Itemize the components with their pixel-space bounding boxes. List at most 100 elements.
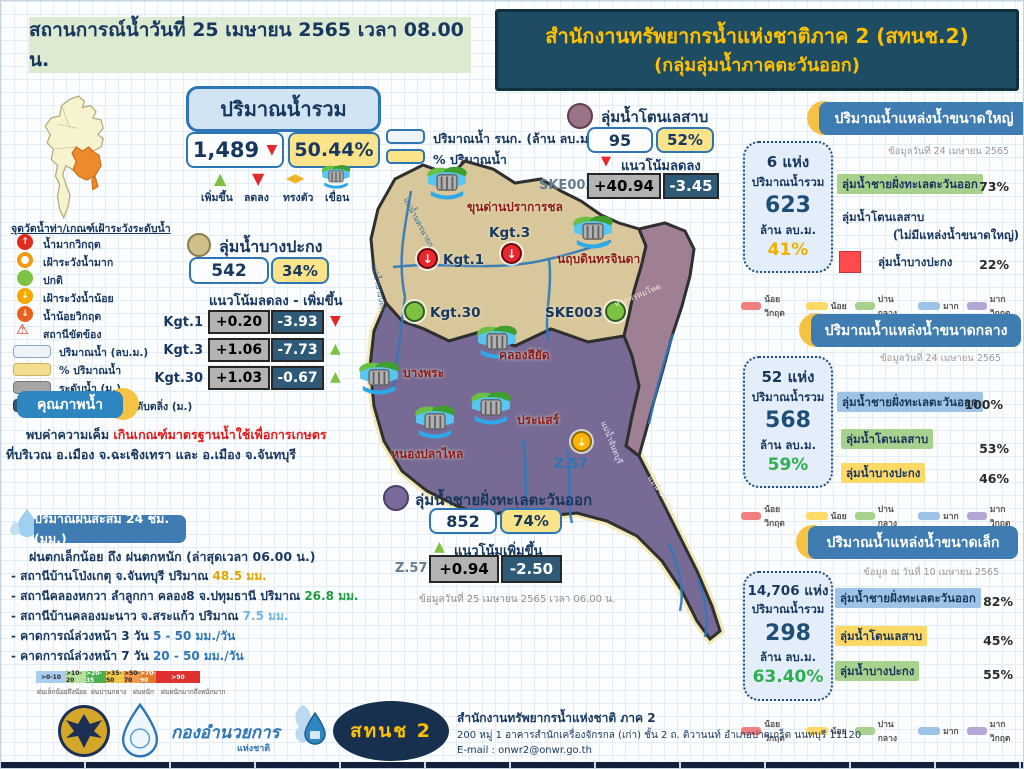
watch-low-label: เฝ้าระวังน้ำน้อย [43, 293, 114, 305]
z57-level: +0.94 [439, 560, 489, 578]
panel2-item2-value: 53% [979, 441, 1009, 456]
garuda-emblem [58, 705, 110, 757]
stable-icon: ◀▶ [286, 171, 305, 185]
rain-scale-label: ฝนหนัก [133, 688, 154, 696]
panel2-item1-value: 100% [964, 397, 1003, 412]
legend-chip: ปานกลาง [854, 717, 911, 745]
panel2-total-label: ปริมาณน้ำรวม [751, 389, 825, 404]
salinity-note-prefix: พบค่าความเค็ม [26, 427, 114, 442]
office-badge: สทนช 2 [333, 701, 449, 761]
crit-high-icon: ↑ [17, 234, 33, 250]
rain-item-text: - สถานีบ้านโป่งเกตุ จ.จันทบุรี ปริมาณ [11, 569, 213, 583]
panel1-item3-swatch [839, 251, 861, 273]
panel2-title: ปริมาณน้ำแหล่งน้ำขนาดกลาง [824, 322, 1008, 339]
dam-khlongsiyat-label: คลองสียัด [499, 348, 550, 362]
panel3-item3-value: 55% [983, 667, 1013, 682]
panel1-header: ปริมาณน้ำแหล่งน้ำขนาดใหญ่ [819, 102, 1023, 135]
tonlesap-station-code: SKE003 [539, 178, 595, 193]
panel3-item2-value: 45% [983, 633, 1013, 648]
legend-chip: มากวิกฤต [966, 717, 1023, 745]
high-swatch [918, 727, 941, 735]
crit-high-swatch [966, 302, 987, 310]
panel3-unit: ล้าน ลบ.ม. [759, 650, 817, 665]
dam-icon [413, 403, 457, 439]
bottom-ruler-bar [1, 762, 1023, 768]
normal-icon [17, 270, 33, 286]
crit-low-swatch [741, 302, 762, 310]
rain-scale-segment: >0-10 [36, 671, 66, 683]
panel2-count: 52 แห่ง [761, 368, 815, 386]
dam-nongplalai-label: หนองปลาไหล [391, 447, 464, 461]
bangpakong-percent-box: 34% [271, 257, 329, 284]
eastcoast-percent: 74% [513, 512, 549, 530]
rain-item-text: - สถานีบ้านคลองมะนาว จ.สระแก้ว ปริมาณ [11, 609, 243, 623]
panel1-item2-note: (ไม่มีแหล่งน้ำขนาดใหญ่) [892, 228, 1019, 242]
panel2-unit: ล้าน ลบ.ม. [759, 437, 817, 452]
panel3-item3-label: ลุ่มน้ำบางปะกง [835, 661, 920, 681]
panel2-item2: ลุ่มน้ำโตนเลสาบ [841, 429, 934, 449]
station-label-kgt3: Kgt.3 [489, 225, 531, 241]
panel1-total-label: ปริมาณน้ำรวม [751, 174, 825, 189]
kgt1-level: +0.20 [215, 314, 263, 330]
trend-up-icon: ▲ [330, 341, 341, 357]
eastcoast-circle [383, 485, 409, 511]
rain-scale-segment: >10-20 [66, 670, 86, 684]
bangpakong-volume: 542 [211, 260, 247, 281]
rain-item-3: - สถานีบ้านคลองมะนาว จ.สระแก้ว ปริมาณ 7.… [11, 607, 288, 626]
footer-org-name: สำนักงานทรัพยากรน้ำแห่งชาติ ภาค 2 [457, 711, 656, 725]
panel1-item3-value: 22% [979, 257, 1009, 272]
salinity-note-line2: ที่บริเวณ อ.เมือง จ.ฉะเชิงเทรา และ อ.เมื… [6, 447, 296, 462]
tonlesap-level-box: +40.94 [587, 173, 661, 199]
panel2-volume: 568 [765, 407, 811, 433]
station-label-kgt30: Kgt.30 [430, 305, 481, 321]
trend-up-icon: ▲ [434, 539, 445, 555]
legend-chip-label: น้อยวิกฤต [764, 295, 785, 319]
legend-chip-label: มาก [943, 302, 959, 312]
crit-high-swatch [966, 512, 987, 520]
kgt1-bank: -3.93 [277, 314, 318, 330]
panel2-item3: ลุ่มน้ำบางปะกง [841, 463, 926, 483]
bangpakong-volume-box: 542 [189, 257, 269, 284]
total-water-header: ปริมาณน้ำรวม [186, 86, 381, 132]
kgt30-bank-box: -0.67 [271, 366, 324, 390]
salinity-note-red: เกินเกณฑ์มาตรฐานน้ำใช้เพื่อการเกษตร [113, 427, 327, 442]
watch-high-label: เฝ้าระวังน้ำมาก [43, 257, 114, 269]
bangpakong-name: ลุ่มน้ำบางปะกง [219, 237, 323, 256]
total-percent: 50.44% [294, 139, 374, 161]
legend-chip: มาก [918, 299, 959, 313]
rain-scale-segment: >20-35 [86, 670, 106, 684]
legend-chip: น้อยวิกฤต [741, 717, 798, 745]
thailand-minimap [44, 95, 104, 220]
office-badge-text: สทนช 2 [350, 720, 432, 742]
water-quality-button[interactable]: คุณภาพน้ำ [17, 391, 123, 418]
low-swatch [805, 512, 828, 520]
legend-chip-label: น้อยวิกฤต [764, 720, 785, 744]
tonlesap-bank-box: -3.45 [663, 173, 719, 199]
panel1-date: ข้อมูลวันที่ 24 เมษายน 2565 [888, 146, 1009, 157]
stable-label: ทรงตัว [283, 192, 314, 204]
legend-volume-label: ปริมาณน้ำ (ลบ.ม.) [59, 347, 149, 359]
eastcoast-volume: 852 [446, 511, 480, 531]
level-legend-row: น้อยวิกฤต น้อย ปานกลาง มาก มากวิกฤต [741, 502, 1023, 530]
date-banner-text: สถานการณ์น้ำวันที่ 25 เมษายน 2565 เวลา 0… [29, 19, 464, 71]
dam-icon [571, 213, 615, 249]
panel2-percent: 59% [767, 454, 809, 475]
panel1-item1: ลุ่มน้ำชายฝั่งทะเลตะวันออก [837, 174, 983, 194]
rain-scale-label: ฝนเล็กน้อยถึงน้อย [37, 688, 87, 696]
watch-low-icon: ↓ [17, 288, 33, 304]
z57-bank: -2.50 [509, 560, 554, 578]
tonlesap-trend: แนวโน้มลดลง [621, 159, 701, 174]
legend-chip: มาก [918, 724, 959, 738]
eastcoast-name: ลุ่มน้ำชายฝั่งทะเลตะวันออก [415, 491, 593, 509]
station-marker-z57: ↓ [571, 431, 592, 452]
medium-swatch [854, 302, 875, 310]
onwr-drop-logo [121, 702, 159, 758]
z57-bank-box: -2.50 [501, 555, 562, 583]
dam-prasae-label: ประแสร์ [517, 413, 560, 427]
noc-logo-text: กองอำนวยการ [171, 723, 280, 743]
decrease-icon: ▼ [252, 169, 265, 188]
rain-item-5: - คาดการณ์ล่วงหน้า 7 วัน 20 - 50 มม./วัน [11, 647, 244, 666]
station-marker-kgt3: ↓ [501, 243, 522, 264]
station-legend-title: จุดวัดน้ำท่า/เกณฑ์เฝ้าระวังระดับน้ำ [11, 223, 171, 235]
panel3-date: ข้อมูล ณ วันที่ 10 เมษายน 2565 [863, 567, 999, 578]
